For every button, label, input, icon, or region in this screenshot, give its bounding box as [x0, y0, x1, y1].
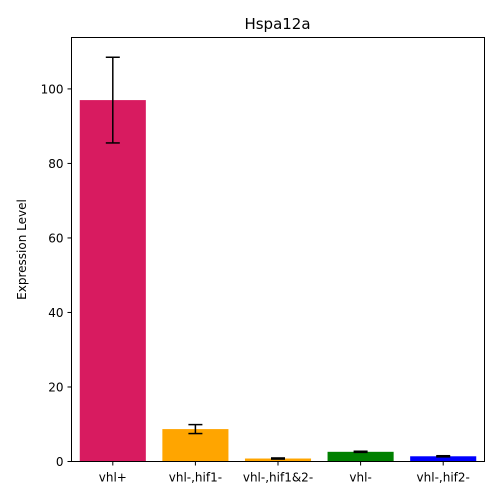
bar-1 [162, 429, 229, 462]
bar-4 [410, 456, 477, 462]
x-tick-label-2: vhl-,hif1&2- [243, 471, 313, 485]
error-bar-3 [353, 450, 368, 454]
error-bar-4 [436, 454, 451, 458]
chart-title: Hspa12a [244, 15, 310, 33]
x-tick-label-3: vhl- [349, 471, 371, 485]
error-bar-2 [271, 457, 285, 460]
x-tick-label-0: vhl+ [99, 471, 127, 485]
error-bar-1 [188, 423, 203, 435]
x-tick-label-1: vhl-,hif1- [169, 471, 222, 485]
bar-2 [244, 458, 312, 462]
bar-3 [327, 451, 394, 462]
y-ticks-group: 0 20 40 60 80 100 [41, 82, 72, 469]
y-tick-label-1: 20 [48, 380, 63, 394]
y-tick-label-2: 40 [48, 306, 63, 320]
bar-0 [79, 100, 146, 462]
y-tick-label-3: 60 [48, 231, 63, 245]
y-tick-label-5: 100 [41, 82, 64, 96]
x-tick-label-4: vhl-,hif2- [417, 471, 470, 485]
plot-frame [71, 37, 485, 462]
y-tick-label-0: 0 [56, 455, 64, 469]
y-axis-label: Expression Level [15, 199, 29, 300]
x-ticks-group: vhl+ vhl-,hif1- vhl-,hif1&2- vhl-vhl-,hif2- [99, 461, 470, 485]
error-bars-group [105, 56, 451, 460]
error-bar-0 [105, 56, 120, 144]
y-tick-label-4: 80 [48, 157, 63, 171]
bars-group [79, 100, 477, 462]
